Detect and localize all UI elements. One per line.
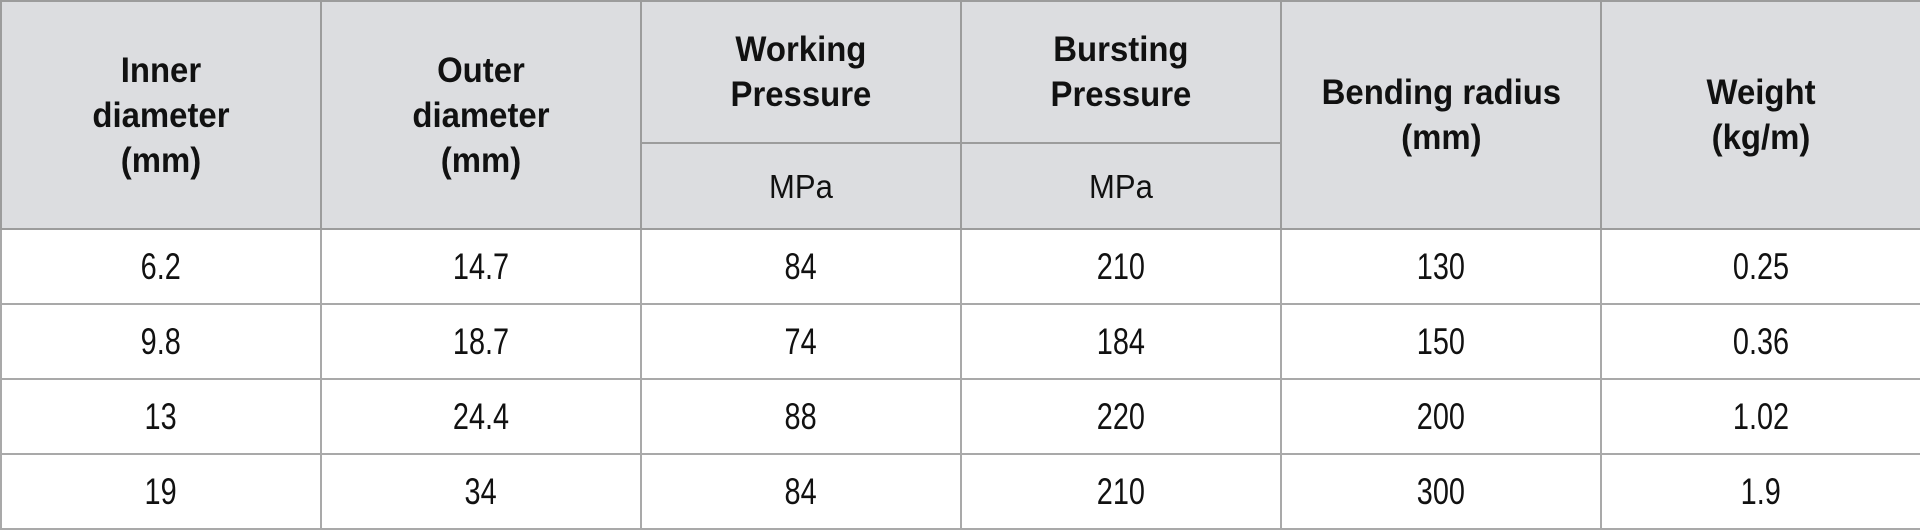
header-bursting-pressure-label: Bursting Pressure	[1050, 30, 1192, 114]
header-working-pressure-label: Working Pressure	[730, 30, 872, 114]
cell-working-pressure: 84	[640, 453, 962, 530]
cell-bursting-pressure: 210	[960, 228, 1282, 305]
cell-weight: 1.9	[1600, 453, 1920, 530]
table-row: 6.2 14.7 84 210 130 0.25	[0, 228, 1920, 305]
cell-outer-diameter: 34	[320, 453, 642, 530]
table-body: 6.2 14.7 84 210 130 0.25 9.8 18.7 74 184…	[0, 228, 1920, 530]
cell-outer-diameter: 14.7	[320, 228, 642, 305]
cell-weight: 0.25	[1600, 228, 1920, 305]
cell-working-pressure: 74	[640, 303, 962, 380]
cell-outer-diameter: 18.7	[320, 303, 642, 380]
cell-bending-radius: 200	[1280, 378, 1602, 455]
header-working-pressure-unit: MPa	[640, 142, 962, 230]
cell-working-pressure: 88	[640, 378, 962, 455]
header-inner-diameter-label: Inner diameter (mm)	[92, 50, 230, 180]
header-weight-label: Weight (kg/m)	[1706, 73, 1816, 157]
cell-outer-diameter: 24.4	[320, 378, 642, 455]
header-row-units: MPa MPa	[1, 142, 1920, 230]
header-bending-radius-label: Bending radius (mm)	[1321, 73, 1561, 157]
header-weight: Weight (kg/m)	[1600, 0, 1920, 230]
cell-bending-radius: 130	[1280, 228, 1602, 305]
cell-inner-diameter: 13	[0, 378, 322, 455]
cell-weight: 1.02	[1600, 378, 1920, 455]
cell-bursting-pressure: 210	[960, 453, 1282, 530]
header-inner-diameter: Inner diameter (mm)	[0, 0, 322, 230]
table-row: 13 24.4 88 220 200 1.02	[0, 378, 1920, 455]
cell-bursting-pressure: 220	[960, 378, 1282, 455]
cell-bursting-pressure: 184	[960, 303, 1282, 380]
header-bursting-pressure: Bursting Pressure	[960, 0, 1282, 144]
table-row: 9.8 18.7 74 184 150 0.36	[0, 303, 1920, 380]
working-pressure-unit-label: MPa	[769, 167, 833, 205]
table-header: Inner diameter (mm) Outer diameter (mm) …	[0, 0, 1920, 230]
cell-bending-radius: 300	[1280, 453, 1602, 530]
header-bending-radius: Bending radius (mm)	[1280, 0, 1602, 230]
bursting-pressure-unit-label: MPa	[1089, 167, 1153, 205]
cell-weight: 0.36	[1600, 303, 1920, 380]
cell-working-pressure: 84	[640, 228, 962, 305]
header-row-main: Inner diameter (mm) Outer diameter (mm) …	[0, 0, 1920, 230]
cell-inner-diameter: 6.2	[0, 228, 322, 305]
cell-inner-diameter: 19	[0, 453, 322, 530]
header-working-pressure: Working Pressure	[640, 0, 962, 144]
header-bursting-pressure-unit: MPa	[960, 142, 1282, 230]
cell-inner-diameter: 9.8	[0, 303, 322, 380]
header-outer-diameter-label: Outer diameter (mm)	[412, 50, 550, 180]
header-outer-diameter: Outer diameter (mm)	[320, 0, 642, 230]
table-row: 19 34 84 210 300 1.9	[0, 453, 1920, 530]
cell-bending-radius: 150	[1280, 303, 1602, 380]
